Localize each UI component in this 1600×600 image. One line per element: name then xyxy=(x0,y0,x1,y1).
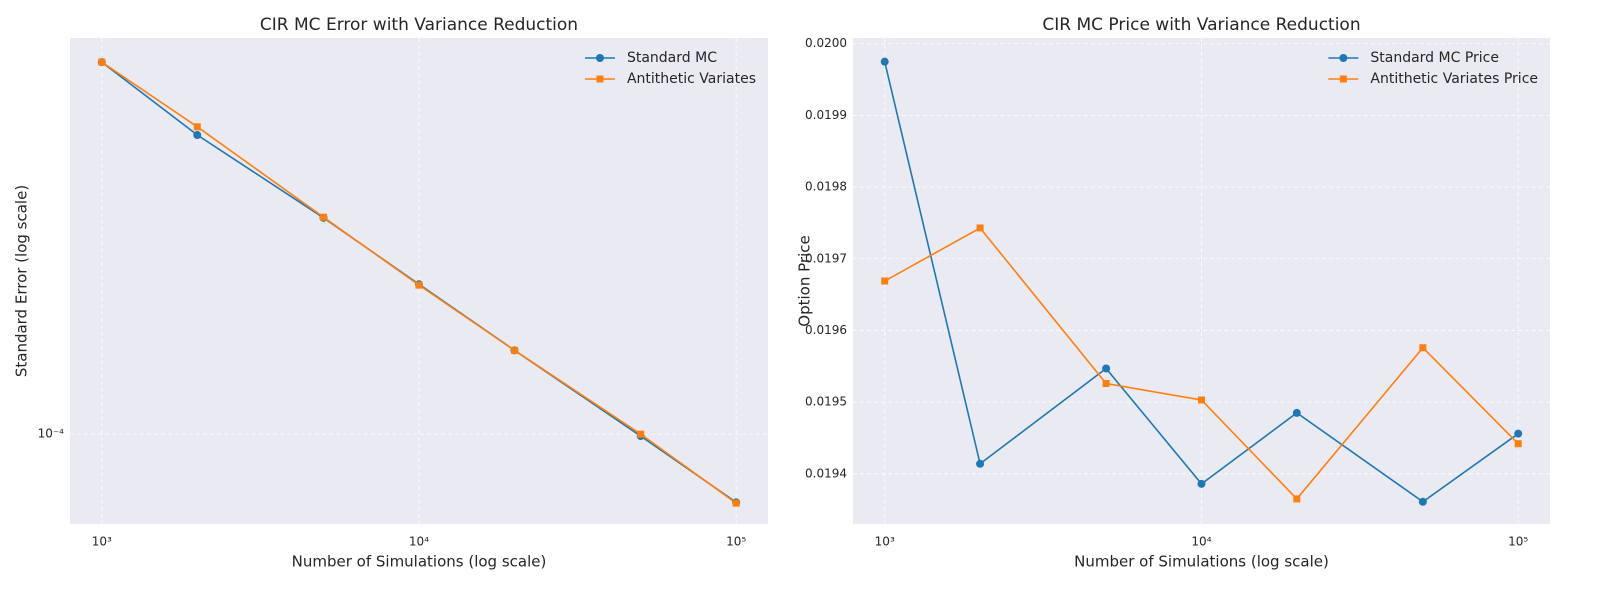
legend-label: Antithetic Variates Price xyxy=(1370,71,1538,87)
y-axis-label: Option Price xyxy=(796,235,814,326)
x-tick-label: 10³ xyxy=(92,535,112,549)
y-tick-label: 0.0200 xyxy=(805,36,847,50)
plot-area xyxy=(853,38,1550,524)
legend-marker xyxy=(596,75,604,83)
x-tick-label: 10⁴ xyxy=(1191,535,1211,549)
data-point xyxy=(510,346,518,354)
data-point xyxy=(1197,396,1205,404)
data-point xyxy=(1514,429,1523,438)
legend-marker xyxy=(595,54,604,62)
data-point xyxy=(637,430,645,438)
data-point xyxy=(976,459,985,468)
data-point xyxy=(1293,495,1301,503)
chart-title: CIR MC Price with Variance Reduction xyxy=(1042,15,1360,35)
y-tick-label: 0.0198 xyxy=(805,180,847,194)
y-tick-label: 0.0199 xyxy=(805,108,847,122)
y-tick-label: 10⁻⁴ xyxy=(38,427,65,441)
data-point xyxy=(1102,380,1110,388)
legend-label: Standard MC Price xyxy=(1370,50,1499,66)
data-point xyxy=(98,58,106,66)
legend-marker xyxy=(1339,54,1348,62)
y-tick-label: 0.0195 xyxy=(805,395,847,409)
data-point xyxy=(1197,479,1206,488)
data-point xyxy=(1514,440,1522,448)
x-axis-label: Number of Simulations (log scale) xyxy=(1074,553,1329,571)
x-tick-label: 10⁴ xyxy=(409,535,429,549)
y-tick-label: 0.0194 xyxy=(805,466,847,480)
x-tick-label: 10⁵ xyxy=(726,535,746,549)
data-point xyxy=(319,213,327,221)
data-point xyxy=(193,123,201,131)
data-point xyxy=(976,224,984,232)
data-point xyxy=(732,499,740,507)
legend-label: Antithetic Variates xyxy=(627,71,756,87)
data-point xyxy=(880,57,889,66)
y-tick-label: 0.0197 xyxy=(805,251,847,265)
legend-label: Standard MC xyxy=(627,50,717,66)
y-axis-label: Standard Error (log scale) xyxy=(13,185,31,377)
x-axis-label: Number of Simulations (log scale) xyxy=(292,553,547,571)
data-point xyxy=(881,277,889,285)
data-point xyxy=(1292,408,1301,417)
data-point xyxy=(1102,364,1111,373)
data-point xyxy=(1419,344,1427,352)
data-point xyxy=(193,131,202,140)
legend-marker xyxy=(1339,75,1347,83)
chart-title: CIR MC Error with Variance Reduction xyxy=(260,15,578,35)
data-point xyxy=(1418,497,1427,506)
y-tick-label: 0.0196 xyxy=(805,323,847,337)
x-tick-label: 10³ xyxy=(875,535,895,549)
x-tick-label: 10⁵ xyxy=(1508,535,1528,549)
data-point xyxy=(415,281,423,289)
